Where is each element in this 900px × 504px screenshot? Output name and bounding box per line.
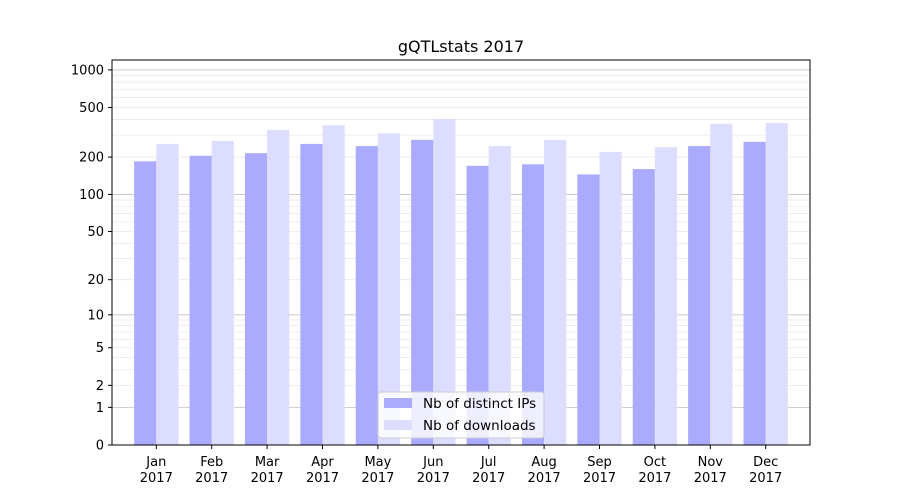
y-tick-label: 0	[96, 439, 104, 454]
bar-distinct-ips-apr	[300, 143, 323, 445]
x-tick-label: Dec 2017	[749, 455, 782, 486]
bar-downloads-nov	[710, 123, 733, 445]
x-tick-label: Feb 2017	[195, 455, 228, 486]
bar-distinct-ips-sep	[577, 174, 600, 445]
x-tick-label: Mar 2017	[251, 455, 284, 486]
legend-label-distinct-ips: Nb of distinct IPs	[423, 396, 536, 412]
x-tick-label: May 2017	[361, 455, 394, 486]
x-tick-label: Jan 2017	[140, 455, 173, 486]
bar-distinct-ips-feb	[189, 155, 212, 445]
bar-distinct-ips-may	[355, 146, 378, 446]
y-tick-label: 500	[79, 101, 104, 116]
bar-downloads-may	[377, 133, 401, 446]
bars	[134, 118, 788, 446]
legend-swatch-downloads	[384, 420, 412, 430]
y-tick-label: 10	[87, 308, 104, 323]
x-tick-label: Aug 2017	[528, 455, 561, 486]
bar-distinct-ips-oct	[632, 169, 655, 445]
bar-distinct-ips-nov	[688, 146, 711, 446]
x-tick-label: Nov 2017	[694, 455, 727, 486]
bar-downloads-dec	[765, 123, 788, 446]
bar-downloads-sep	[599, 151, 622, 446]
legend: Nb of distinct IPs Nb of downloads	[377, 391, 545, 439]
bar-downloads-oct	[654, 147, 678, 446]
y-tick-label: 1000	[71, 63, 104, 78]
x-tick-label: Jun 2017	[417, 455, 450, 486]
x-tick-label: Oct 2017	[638, 455, 671, 486]
chart-title: gQTLstats 2017	[398, 37, 524, 56]
bar-distinct-ips-jun	[411, 139, 434, 446]
y-tick-label: 5	[96, 341, 104, 356]
bar-downloads-feb	[211, 140, 234, 445]
y-tick-label: 20	[87, 273, 104, 288]
bar-downloads-apr	[322, 125, 345, 445]
bar-downloads-jul	[488, 146, 511, 446]
legend-box	[377, 391, 545, 439]
y-tick-label: 50	[87, 225, 104, 240]
legend-label-downloads: Nb of downloads	[423, 418, 536, 434]
bar-distinct-ips-jan	[134, 161, 157, 445]
bar-distinct-ips-mar	[244, 153, 268, 446]
x-tick-label: Sep 2017	[583, 455, 616, 486]
y-tick-label: 100	[79, 188, 104, 203]
bar-downloads-mar	[267, 129, 290, 445]
bar-downloads-jun	[433, 118, 456, 445]
x-tick-label: Jul 2017	[472, 455, 505, 486]
bar-distinct-ips-jul	[466, 165, 489, 446]
x-tick-label: Apr 2017	[306, 455, 339, 486]
plot-frame	[111, 59, 811, 446]
y-tick-label: 1	[96, 401, 104, 416]
bar-downloads-aug	[544, 139, 567, 446]
axes: 0 1 2 5 10 20 50 100 200 500 1000 Jan 2017 Feb 2017 Mar…	[71, 63, 782, 486]
bar-downloads-jan	[156, 143, 179, 445]
bar-distinct-ips-aug	[521, 164, 545, 445]
bar-distinct-ips-dec	[743, 141, 766, 445]
y-tick-label: 200	[79, 151, 104, 166]
y-tick-label: 2	[96, 379, 104, 394]
legend-swatch-distinct-ips	[384, 398, 412, 408]
